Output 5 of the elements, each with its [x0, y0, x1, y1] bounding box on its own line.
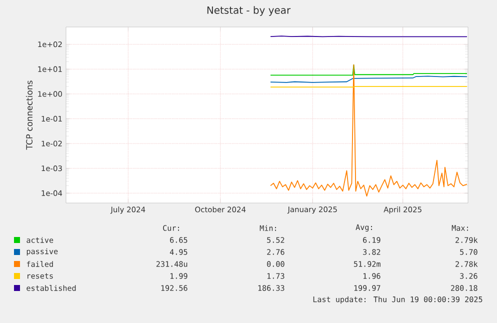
line-series — [270, 64, 468, 197]
y-axis-title: TCP connections — [26, 80, 33, 150]
chart-title: Netstat - by year — [207, 6, 291, 16]
line-series — [270, 64, 468, 76]
line-series — [270, 76, 468, 83]
